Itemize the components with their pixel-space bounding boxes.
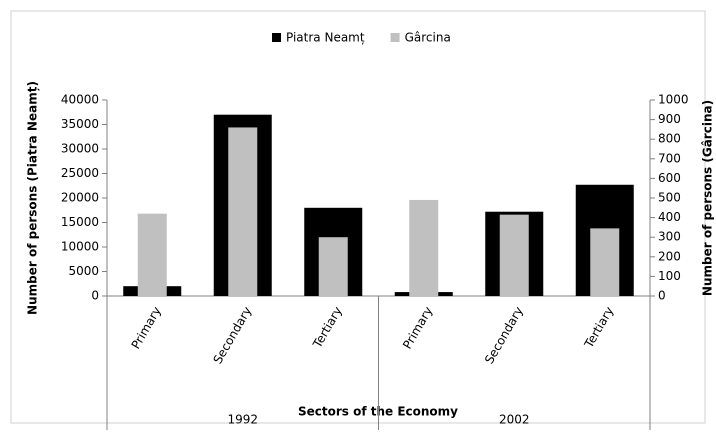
legend-swatch: [272, 33, 281, 42]
y-tick-label: 15000: [61, 215, 99, 229]
y2-tick-label: 700: [658, 151, 681, 165]
y2-tick-label: 200: [658, 249, 681, 263]
y2-tick-label: 1000: [658, 93, 689, 107]
group-label: 1992: [227, 413, 258, 427]
y-tick-label: 10000: [61, 240, 99, 254]
y2-tick-label: 600: [658, 171, 681, 185]
y2-axis-title: Number of persons (Gârcina): [701, 100, 715, 296]
bar: [318, 237, 348, 296]
y-tick-label: 25000: [61, 166, 99, 180]
bar: [499, 214, 529, 296]
legend-label: Gârcina: [405, 31, 451, 45]
y2-tick-label: 100: [658, 269, 681, 283]
legend-label: Piatra Neamț: [286, 31, 365, 45]
y2-tick-label: 300: [658, 230, 681, 244]
y-tick-label: 0: [91, 289, 99, 303]
bar: [409, 199, 439, 296]
y2-tick-label: 800: [658, 132, 681, 146]
y-tick-label: 30000: [61, 142, 99, 156]
y-axis-title: Number of persons (Piatra Neamț): [26, 81, 40, 315]
y2-tick-label: 900: [658, 112, 681, 126]
group-label: 2002: [499, 413, 530, 427]
y2-tick-label: 500: [658, 191, 681, 205]
bar: [137, 213, 167, 296]
bar: [228, 127, 258, 296]
y2-tick-label: 400: [658, 210, 681, 224]
y-tick-label: 20000: [61, 191, 99, 205]
y-tick-label: 5000: [68, 264, 99, 278]
legend-swatch: [390, 33, 400, 42]
y-tick-label: 35000: [61, 117, 99, 131]
bar: [590, 228, 620, 296]
y2-tick-label: 0: [658, 289, 666, 303]
y-tick-label: 40000: [61, 93, 99, 107]
